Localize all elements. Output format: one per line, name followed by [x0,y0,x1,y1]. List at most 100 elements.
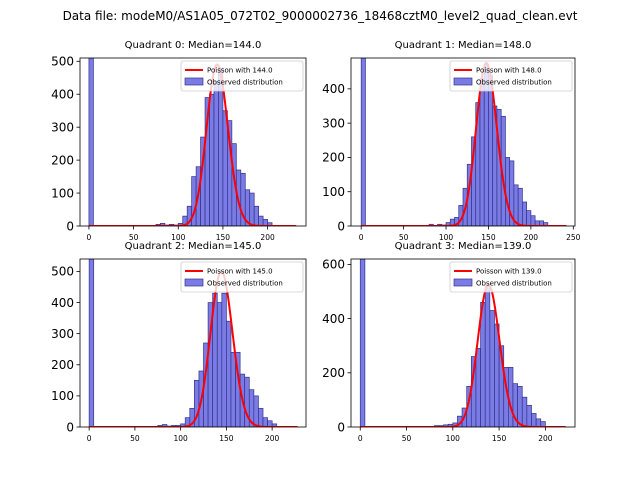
y-tick-label: 200 [322,366,345,380]
x-tick-label: 150 [216,233,231,242]
histogram-bar [535,418,542,427]
legend-label-poisson: Poisson with 144.0 [207,67,273,75]
y-tick-label: 100 [51,186,74,200]
histogram-bar [359,259,366,427]
histogram-bar [505,157,511,226]
histogram-bar [218,67,224,226]
x-tick-label: 250 [566,233,581,242]
histogram-bar [249,192,255,226]
y-tick-label: 300 [51,120,74,134]
histogram-bar [521,396,528,427]
y-tick-label: 0 [66,420,74,434]
legend-label-observed: Observed distribution [207,280,283,288]
legend-bar-swatch [184,77,204,86]
subplot-quadrant-0: Quadrant 0: Median=144.0 0 100 200 300 400 500… [51,40,307,242]
x-tick-label: 200 [524,233,539,242]
histogram-bar [540,421,546,427]
x-tick-label: 150 [481,233,496,242]
x-tick-label: 100 [439,233,454,242]
histogram-bar [213,80,219,226]
axes-frame [350,258,576,428]
histogram-bar [531,413,537,427]
histogram-bar [488,74,494,226]
legend-label-observed: Observed distribution [476,79,552,87]
histogram-bar [253,205,260,226]
y-tick-label: 300 [322,116,345,130]
y-tick-label: 0 [337,420,345,434]
subplot-title: Quadrant 1: Median=148.0 [395,40,532,51]
histogram-bar [88,58,94,226]
histogram-bar [267,222,273,226]
legend-box [449,261,573,293]
plot-area [88,58,297,226]
legend: Poisson with 148.0 Observed distribution [449,60,573,92]
x-tick-label: 50 [129,233,139,242]
histogram-bar [480,302,486,427]
poisson-curve [89,270,298,427]
y-tick-label: 100 [51,389,74,403]
legend-label-observed: Observed distribution [476,280,552,288]
histogram-bar [479,78,485,226]
histogram-bar [489,310,495,427]
subplot-title: Quadrant 0: Median=144.0 [125,40,262,51]
subplot-title: Quadrant 2: Median=145.0 [125,241,262,252]
x-tick-label: 100 [173,434,188,443]
x-tick-label: 0 [87,434,92,443]
histogram-bar [360,58,366,226]
y-tick-label: 200 [51,153,74,167]
histogram-bar [221,292,227,427]
x-tick-label: 150 [492,434,507,443]
histogram-bar [230,351,236,427]
x-tick-label: 200 [260,233,275,242]
histogram-bar [526,210,532,226]
x-tick-label: 0 [359,233,364,242]
x-tick-label: 100 [446,434,461,443]
axes-frame [79,57,307,227]
y-tick-label: 400 [51,88,74,102]
histogram-bar [530,215,536,226]
histogram-bar [475,348,481,427]
histogram-bar [258,215,264,226]
x-tick-label: 150 [219,434,234,443]
histogram-bar [253,395,259,427]
histogram-bar [262,417,268,427]
histogram-bar [526,404,532,427]
y-tick-label: 100 [322,185,345,199]
legend-label-observed: Observed distribution [207,79,283,87]
legend-label-poisson: Poisson with 148.0 [476,67,542,75]
histogram-bar [522,201,527,226]
histogram-bar [517,187,523,226]
subplot-title: Quadrant 3: Median=139.0 [395,241,532,252]
histogram-bar [88,259,95,427]
legend: Poisson with 139.0 Observed distribution [449,261,573,293]
y-tick-label: 200 [51,358,74,372]
x-tick-label: 100 [171,233,186,242]
subplot-quadrant-3: Quadrant 3: Median=139.0 0 200 400 600 0 50 100… [322,241,576,443]
histogram-bar [209,93,215,226]
plot-area [88,259,298,427]
y-tick-label: 600 [322,258,345,272]
figure-suptitle: Data file: modeM0/AS1A05_072T02_90000027… [63,9,578,23]
legend: Poisson with 144.0 Observed distribution [180,60,304,92]
legend-box [449,60,573,92]
x-tick-label: 50 [399,233,409,242]
y-tick-label: 0 [337,219,345,233]
legend-box [180,60,304,92]
x-tick-label: 50 [130,434,140,443]
axes-frame [350,57,576,227]
y-tick-label: 400 [51,296,74,310]
y-tick-label: 400 [322,312,345,326]
histogram-bar [484,285,491,427]
legend-label-poisson: Poisson with 139.0 [476,268,542,276]
x-tick-label: 50 [402,434,412,443]
y-tick-label: 0 [66,219,74,233]
histogram-bar [517,386,523,427]
y-tick-label: 500 [51,55,74,69]
y-tick-label: 200 [322,151,345,165]
histogram-bar [216,302,223,427]
x-tick-label: 0 [358,434,363,443]
subplot-quadrant-2: Quadrant 2: Median=145.00100200300400500… [51,241,307,443]
x-tick-label: 200 [265,434,280,443]
y-tick-label: 400 [322,82,345,96]
